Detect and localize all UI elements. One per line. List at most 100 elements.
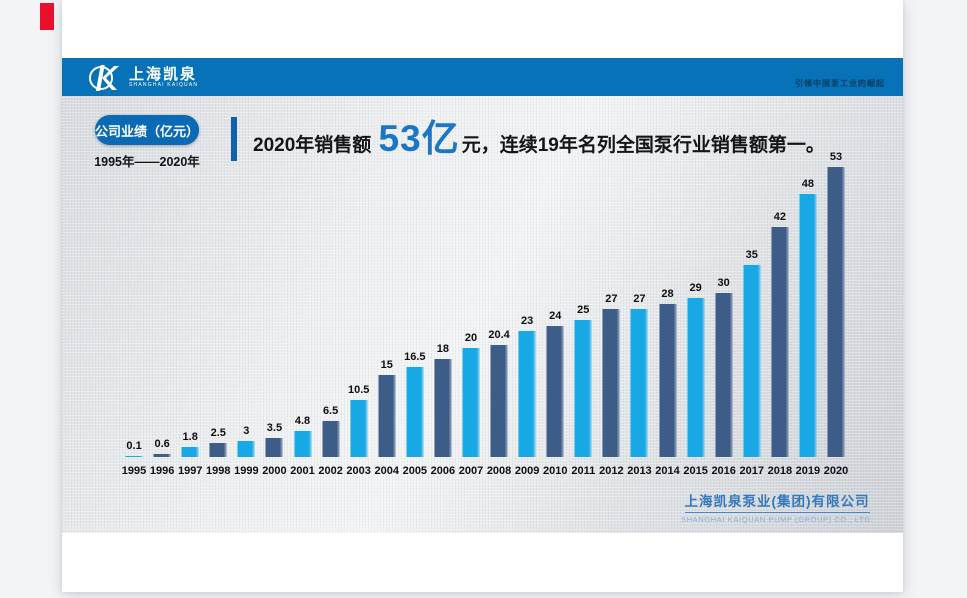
company-name-en: SHANGHAI KAIQUAN PUMP (GROUP) CO., LTD. <box>681 515 873 524</box>
bar <box>181 447 199 457</box>
x-axis-tick-label: 2002 <box>318 465 343 477</box>
bar-value-label: 20.4 <box>488 329 510 341</box>
bar-slot: 2.5 1998 <box>204 165 232 477</box>
x-axis-tick-label: 2016 <box>711 465 736 477</box>
bar-slot: 42 2018 <box>766 165 794 477</box>
chart-title-badge: 公司业绩（亿元） <box>95 115 199 145</box>
bar-slot: 20 2007 <box>457 165 485 477</box>
bar-slot: 0.1 1995 <box>120 165 148 477</box>
bar <box>294 431 311 457</box>
bar-value-label: 24 <box>549 310 562 322</box>
headline-suffix: 元，连续19年名列全国泵行业销售额第一。 <box>461 135 825 156</box>
bar <box>378 375 396 457</box>
bar <box>546 326 564 457</box>
bar <box>490 345 508 457</box>
headline-accent-bar <box>231 117 237 161</box>
headline-highlight: 53亿 <box>378 118 460 159</box>
x-axis-tick-label: 2014 <box>655 465 680 477</box>
brand-name-cn: 上海凯泉 <box>129 66 198 83</box>
bar-value-label: 3.5 <box>266 422 283 434</box>
bar-slot: 48 2019 <box>794 165 822 477</box>
bar <box>659 304 677 457</box>
bar-value-label: 3 <box>243 425 250 437</box>
bar <box>771 227 789 457</box>
bar <box>630 309 648 457</box>
bar-value-label: 25 <box>577 304 590 316</box>
bar-slot: 27 2013 <box>625 165 653 477</box>
x-axis-tick-label: 2001 <box>290 465 315 477</box>
bar-value-label: 30 <box>717 277 730 289</box>
company-signature: 上海凯泉泵业(集团)有限公司 SHANGHAI KAIQUAN PUMP (GR… <box>681 490 873 524</box>
bar <box>687 298 705 457</box>
x-axis-tick-label: 2020 <box>823 465 849 477</box>
bar-value-label: 27 <box>633 293 646 305</box>
bar-value-label: 6.5 <box>322 405 339 417</box>
x-axis-tick-label: 2003 <box>346 465 371 477</box>
x-axis-tick-label: 2010 <box>542 465 568 477</box>
x-axis-tick-label: 1998 <box>206 465 231 477</box>
bar-slot: 53 2020 <box>822 151 850 477</box>
bar-value-label: 42 <box>773 211 786 223</box>
slide-document: 上海凯泉 SHANGHAI KAIQUAN 引领中国泵工业的崛起 公司业绩（亿元… <box>62 0 903 592</box>
bar-value-label: 2.5 <box>210 427 226 439</box>
x-axis-tick-label: 1996 <box>149 465 175 477</box>
headline-prefix: 2020年销售额 <box>253 135 377 156</box>
bar-value-label: 0.1 <box>126 440 142 452</box>
bar <box>125 456 143 457</box>
header-tagline: 引领中国泵工业的崛起 <box>795 79 885 88</box>
bar-value-label: 35 <box>745 249 758 261</box>
bar <box>574 320 592 457</box>
bar-value-label: 48 <box>801 178 815 190</box>
bar-slot: 25 2011 <box>569 165 597 477</box>
x-axis-tick-label: 2015 <box>683 465 708 477</box>
bar-slot: 28 2014 <box>653 165 681 477</box>
company-name-cn: 上海凯泉泵业(集团)有限公司 <box>684 490 870 513</box>
slide-canvas: 公司业绩（亿元） 1995年——2020年 2020年销售额 53亿 元，连续19… <box>62 96 903 533</box>
bar-value-label: 28 <box>661 288 674 300</box>
x-axis-tick-label: 2006 <box>430 465 456 477</box>
x-axis-tick-label: 2012 <box>599 465 624 477</box>
bar-slot: 1.8 1997 <box>176 165 204 477</box>
bar <box>602 309 620 457</box>
bar-slot: 16.5 2005 <box>401 165 429 477</box>
bar-slot: 3.5 2000 <box>260 165 288 477</box>
bar-slot: 30 2016 <box>710 165 738 477</box>
red-marker <box>40 3 54 30</box>
bar-slot: 0.6 1996 <box>148 165 176 477</box>
bar <box>322 421 340 457</box>
bar-slot: 24 2010 <box>541 165 569 477</box>
bar <box>462 348 480 457</box>
x-axis-tick-label: 2005 <box>402 465 428 477</box>
bar-value-label: 10.5 <box>347 384 370 396</box>
bar <box>237 441 255 457</box>
bar-value-label: 53 <box>829 151 843 163</box>
bar-value-label: 1.8 <box>182 431 198 443</box>
bar <box>350 400 368 457</box>
bar <box>434 359 452 457</box>
x-axis-tick-label: 1999 <box>234 465 259 477</box>
bar-slot: 18 2006 <box>429 165 457 477</box>
bar-value-label: 23 <box>521 315 534 327</box>
bar-value-label: 4.8 <box>294 415 311 427</box>
bar <box>743 265 761 457</box>
bar-value-label: 15 <box>380 359 393 371</box>
bar <box>799 194 817 457</box>
bar-value-label: 29 <box>689 282 702 294</box>
x-axis-tick-label: 1997 <box>177 465 203 477</box>
bar <box>518 331 536 457</box>
bar-chart: 0.1 1995 0.6 1996 1.8 1997 2.5 1998 3 1999 3.5 2000… <box>120 151 850 477</box>
header-bar: 上海凯泉 SHANGHAI KAIQUAN 引领中国泵工业的崛起 <box>62 58 903 96</box>
bar-value-label: 20 <box>464 332 478 344</box>
x-axis-tick-label: 2019 <box>795 465 821 477</box>
bar-slot: 10.5 2003 <box>345 165 373 477</box>
x-axis-tick-label: 1995 <box>121 465 147 477</box>
period-label: 1995年——2020年 <box>94 155 200 169</box>
circle-k-logo-icon <box>89 65 119 91</box>
logo-text: 上海凯泉 SHANGHAI KAIQUAN <box>129 67 198 89</box>
bar-value-label: 16.5 <box>404 351 426 363</box>
x-axis-tick-label: 2013 <box>627 465 652 477</box>
x-axis-tick-label: 2009 <box>514 465 540 477</box>
brand-name-en: SHANGHAI KAIQUAN <box>129 82 199 88</box>
bar-slot: 23 2009 <box>513 165 541 477</box>
